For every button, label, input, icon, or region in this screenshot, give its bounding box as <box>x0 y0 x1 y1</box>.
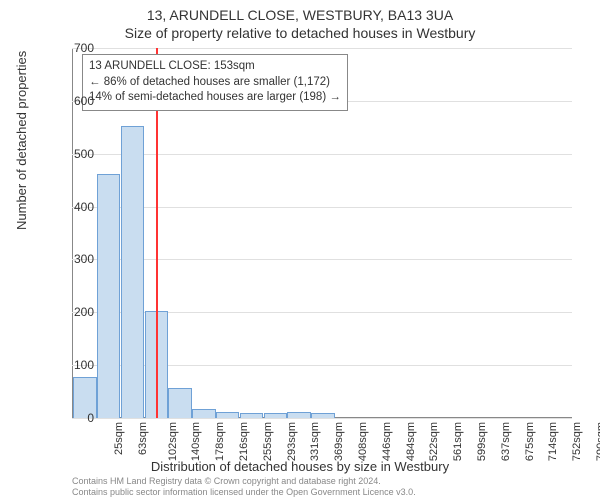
chart-title-line1: 13, ARUNDELL CLOSE, WESTBURY, BA13 3UA <box>0 6 600 24</box>
histogram-bar <box>192 409 215 418</box>
gridline <box>72 259 572 260</box>
y-tick-label: 500 <box>44 147 94 161</box>
annotation-line: ← 86% of detached houses are smaller (1,… <box>89 75 341 91</box>
chart-container: 13, ARUNDELL CLOSE, WESTBURY, BA13 3UA S… <box>0 0 600 500</box>
x-tick-label: 178sqm <box>214 422 226 461</box>
x-tick-label: 446sqm <box>381 422 393 461</box>
footer-line1: Contains HM Land Registry data © Crown c… <box>72 476 416 487</box>
x-tick-label: 255sqm <box>262 422 274 461</box>
x-tick-label: 25sqm <box>113 422 125 455</box>
annotation-line: 13 ARUNDELL CLOSE: 153sqm <box>89 59 341 75</box>
y-tick-label: 0 <box>44 411 94 425</box>
x-tick-label: 675sqm <box>524 422 536 461</box>
histogram-bar <box>287 412 310 418</box>
annotation-line: 14% of semi-detached houses are larger (… <box>89 90 341 106</box>
gridline <box>72 48 572 49</box>
x-tick-label: 63sqm <box>137 422 149 455</box>
x-tick-label: 369sqm <box>333 422 345 461</box>
annotation-box: 13 ARUNDELL CLOSE: 153sqm← 86% of detach… <box>82 54 348 111</box>
x-tick-label: 140sqm <box>190 422 202 461</box>
footer-line2: Contains public sector information licen… <box>72 487 416 498</box>
y-tick-label: 200 <box>44 305 94 319</box>
histogram-bar <box>121 126 144 418</box>
x-tick-label: 790sqm <box>595 422 600 461</box>
x-tick-label: 561sqm <box>452 422 464 461</box>
gridline <box>72 418 572 419</box>
histogram-bar <box>216 412 239 418</box>
x-tick-label: 637sqm <box>500 422 512 461</box>
histogram-bar <box>311 413 334 418</box>
x-tick-label: 599sqm <box>476 422 488 461</box>
chart-title-line2: Size of property relative to detached ho… <box>0 24 600 42</box>
y-tick-label: 400 <box>44 200 94 214</box>
x-tick-label: 752sqm <box>571 422 583 461</box>
x-tick-label: 216sqm <box>238 422 250 461</box>
y-tick-label: 300 <box>44 252 94 266</box>
x-tick-label: 714sqm <box>548 422 560 461</box>
plot-area: 13 ARUNDELL CLOSE: 153sqm← 86% of detach… <box>72 48 572 418</box>
histogram-bar <box>264 413 287 418</box>
y-tick-label: 700 <box>44 41 94 55</box>
x-tick-label: 484sqm <box>405 422 417 461</box>
x-tick-label: 102sqm <box>167 422 179 461</box>
gridline <box>72 154 572 155</box>
histogram-bar <box>97 174 120 418</box>
histogram-bar <box>240 413 263 418</box>
x-tick-label: 408sqm <box>357 422 369 461</box>
footer-attribution: Contains HM Land Registry data © Crown c… <box>72 476 416 499</box>
x-tick-label: 293sqm <box>286 422 298 461</box>
y-axis-label: Number of detached properties <box>14 51 29 230</box>
gridline <box>72 207 572 208</box>
y-tick-label: 600 <box>44 94 94 108</box>
y-tick-label: 100 <box>44 358 94 372</box>
x-axis-label: Distribution of detached houses by size … <box>0 459 600 474</box>
x-tick-label: 331sqm <box>310 422 322 461</box>
x-tick-label: 522sqm <box>429 422 441 461</box>
histogram-bar <box>168 388 191 418</box>
title-block: 13, ARUNDELL CLOSE, WESTBURY, BA13 3UA S… <box>0 0 600 42</box>
